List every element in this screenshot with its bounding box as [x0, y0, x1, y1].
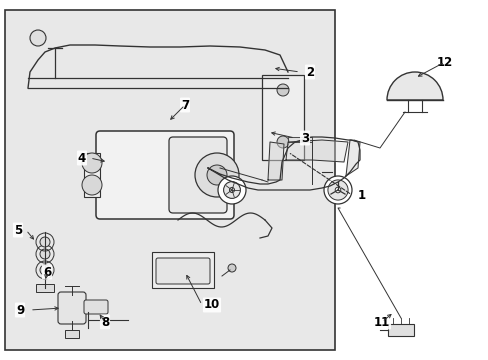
Circle shape	[218, 176, 245, 204]
Polygon shape	[346, 140, 359, 176]
Circle shape	[276, 136, 288, 148]
Text: 4: 4	[78, 152, 86, 165]
Circle shape	[229, 188, 234, 193]
FancyBboxPatch shape	[65, 330, 79, 338]
Wedge shape	[386, 72, 442, 100]
Circle shape	[327, 180, 347, 200]
FancyBboxPatch shape	[169, 137, 226, 213]
Circle shape	[82, 153, 102, 173]
FancyBboxPatch shape	[84, 300, 108, 314]
Polygon shape	[285, 140, 347, 162]
Circle shape	[206, 165, 226, 185]
Circle shape	[276, 84, 288, 96]
FancyBboxPatch shape	[96, 131, 234, 219]
Circle shape	[324, 176, 351, 204]
FancyBboxPatch shape	[58, 292, 86, 324]
Circle shape	[82, 175, 102, 195]
Circle shape	[40, 265, 50, 275]
Circle shape	[40, 249, 50, 259]
Text: 3: 3	[300, 131, 308, 144]
Text: 9: 9	[16, 303, 24, 316]
Circle shape	[195, 153, 239, 197]
FancyBboxPatch shape	[152, 252, 214, 288]
Circle shape	[40, 237, 50, 247]
Text: 2: 2	[305, 66, 313, 78]
Polygon shape	[267, 142, 284, 180]
Circle shape	[334, 187, 340, 193]
FancyBboxPatch shape	[262, 75, 304, 160]
Text: 12: 12	[436, 55, 452, 68]
Text: 11: 11	[373, 315, 389, 328]
FancyBboxPatch shape	[84, 153, 100, 197]
Text: 6: 6	[43, 266, 51, 279]
Circle shape	[30, 30, 46, 46]
FancyBboxPatch shape	[387, 324, 413, 336]
Circle shape	[227, 264, 236, 272]
Polygon shape	[287, 137, 311, 142]
Text: 1: 1	[357, 189, 366, 202]
FancyBboxPatch shape	[36, 284, 54, 292]
Circle shape	[223, 181, 240, 198]
FancyBboxPatch shape	[5, 10, 334, 350]
Text: 7: 7	[181, 99, 189, 112]
FancyBboxPatch shape	[156, 258, 209, 284]
Text: 10: 10	[203, 298, 220, 311]
Text: 5: 5	[14, 224, 22, 237]
Text: 8: 8	[101, 315, 109, 328]
